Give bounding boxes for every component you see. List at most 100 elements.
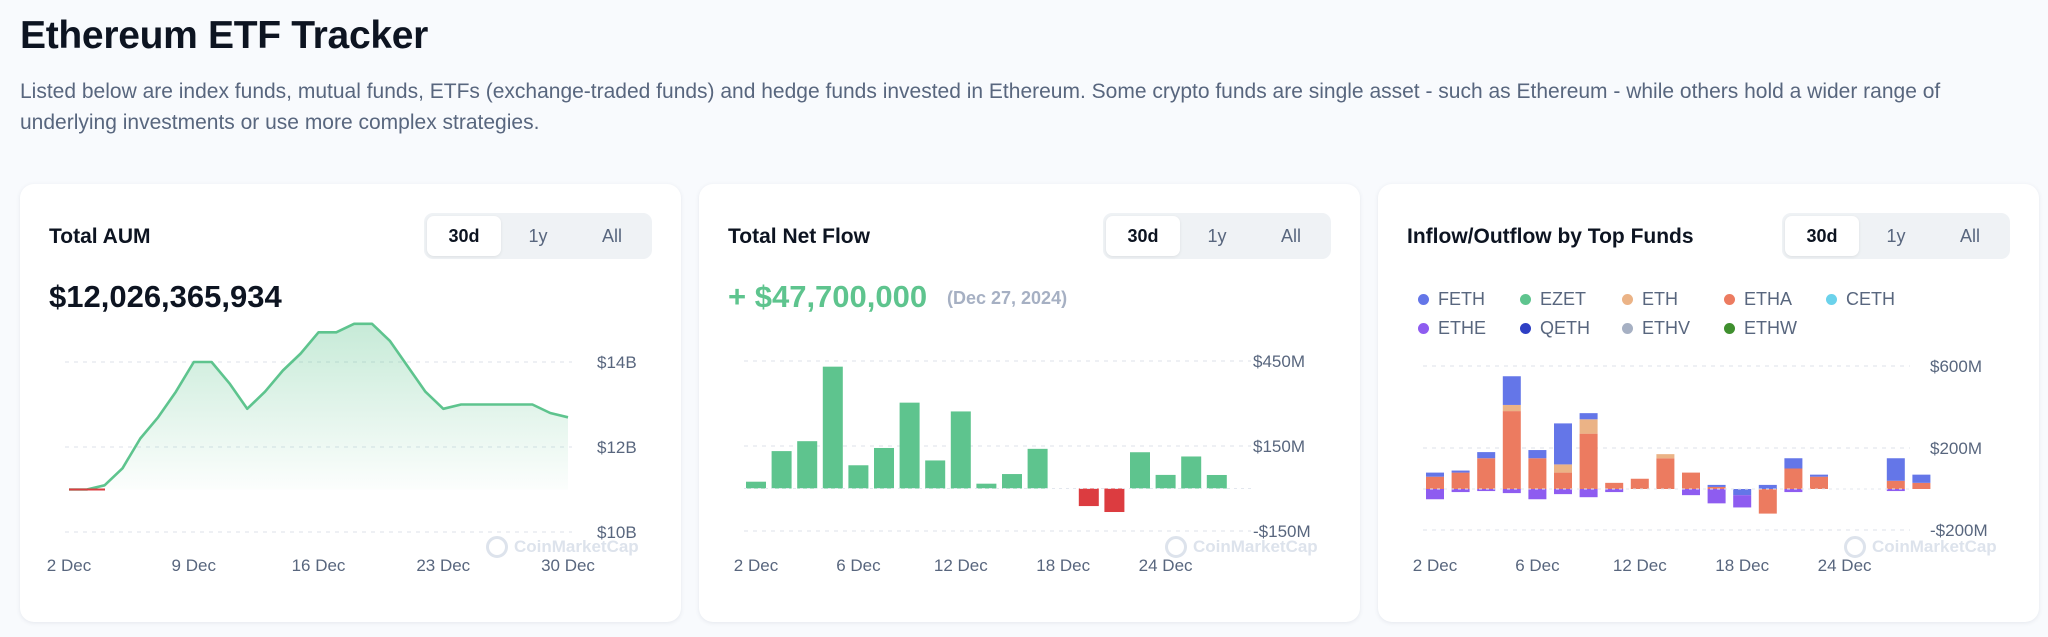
fund-bar-segment-ethe — [1579, 489, 1598, 498]
fund-bar-segment-etha — [1912, 482, 1931, 489]
page-description: Listed below are index funds, mutual fun… — [20, 80, 1941, 134]
fund-bar-segment-feth — [1528, 450, 1547, 459]
legend-label: ETH — [1642, 289, 1678, 309]
fund-bar-segment-ethe — [1477, 489, 1496, 492]
x-tick-label: 2 Dec — [734, 556, 779, 575]
flow-bar — [874, 447, 894, 489]
flow-range-30d[interactable]: 30d — [1106, 216, 1180, 256]
fund-bar-segment-ethe — [1886, 489, 1905, 492]
fund-bar-segment-feth — [1912, 474, 1931, 483]
flow-bar — [1181, 456, 1202, 489]
fund-bar-segment-eth — [1502, 404, 1521, 412]
legend-item-ceth[interactable]: CETH — [1826, 289, 1928, 310]
coinmarketcap-watermark: CoinMarketCap — [486, 536, 639, 558]
flow-bar — [1130, 452, 1150, 489]
legend-item-ethv[interactable]: ETHV — [1622, 318, 1724, 339]
funds-chart: $600M $200M -$200M 2 Dec 6 Dec 12 Dec 18 Dec 24… — [1413, 357, 1988, 575]
flow-bar — [1002, 474, 1022, 489]
fund-bar-segment-etha — [1451, 472, 1470, 489]
legend-item-ezet[interactable]: EZET — [1520, 289, 1622, 310]
fund-bar-segment-etha — [1528, 458, 1547, 489]
fund-bar-segment-feth — [1579, 413, 1598, 420]
x-tick-label: 12 Dec — [1613, 556, 1667, 575]
legend-dot — [1622, 294, 1633, 305]
funds-range-1y[interactable]: 1y — [1886, 225, 1906, 246]
x-tick-label: 12 Dec — [934, 556, 988, 575]
fund-bar-segment-feth — [1758, 484, 1777, 489]
fund-bar-segment-ethe — [1733, 495, 1752, 508]
legend-dot — [1826, 294, 1837, 305]
fund-bar-segment-ethe — [1682, 489, 1700, 496]
net-flow-value: + $47,700,000 — [728, 279, 928, 314]
legend-label: ETHA — [1744, 289, 1793, 309]
fund-bar-segment-etha — [1502, 411, 1521, 489]
watermark-text: CoinMarketCap — [1872, 537, 1997, 556]
fund-bar-segment-feth — [1477, 452, 1496, 459]
fund-bar-segment-eth — [1554, 464, 1572, 473]
legend-label: QETH — [1540, 318, 1591, 338]
fund-bar-segment-feth — [1733, 489, 1752, 496]
legend-dot — [1418, 294, 1429, 305]
legend-dot — [1418, 323, 1429, 334]
x-tick-label: 23 Dec — [416, 556, 470, 575]
fund-bar-segment-ethe — [1707, 489, 1726, 504]
y-tick-label: -$200M — [1930, 521, 1988, 540]
fund-bar-segment-feth — [1784, 458, 1803, 469]
flow-bar — [950, 411, 971, 489]
fund-bar-segment-etha — [1554, 472, 1572, 489]
flow-bar — [848, 465, 869, 489]
aum-area — [69, 323, 568, 490]
legend-label: ETHW — [1744, 318, 1797, 338]
flow-range-1y[interactable]: 1y — [1207, 225, 1227, 246]
fund-bar-segment-etha — [1426, 476, 1444, 489]
fund-bar-segment-etha — [1579, 433, 1598, 489]
aum-range-1y[interactable]: 1y — [528, 225, 548, 246]
flow-bar — [1155, 474, 1176, 489]
funds-card: Inflow/Outflow by Top Funds 30d 1y All F… — [1378, 184, 2039, 622]
aum-range-30d[interactable]: 30d — [427, 216, 501, 256]
y-tick-label: $150M — [1253, 437, 1305, 456]
funds-legend: FETH EZET ETH ETHA CETH ETHE QETH ETHV ETHW — [1418, 289, 1958, 339]
legend-item-ethe[interactable]: ETHE — [1418, 318, 1520, 339]
flow-range-all[interactable]: All — [1280, 225, 1301, 246]
fund-bar-segment-etha — [1630, 478, 1649, 489]
x-tick-label: 2 Dec — [1413, 556, 1458, 575]
y-tick-label: $200M — [1930, 439, 1982, 458]
legend-item-etha[interactable]: ETHA — [1724, 289, 1826, 310]
legend-dot — [1724, 294, 1735, 305]
flow-bar — [1078, 488, 1099, 507]
fund-bar-segment-eth — [1579, 419, 1598, 434]
fund-bar-segment-feth — [1810, 474, 1828, 477]
fund-bar-segment-feth — [1426, 472, 1444, 477]
fund-bar-segment-ethe — [1784, 489, 1803, 493]
aum-card-title: Total AUM — [49, 225, 151, 248]
coinmarketcap-icon — [1165, 536, 1187, 558]
aum-range-all[interactable]: All — [601, 225, 622, 246]
x-tick-label: 18 Dec — [1036, 556, 1090, 575]
fund-bar-segment-ethe — [1554, 489, 1572, 495]
funds-range-30d[interactable]: 30d — [1785, 216, 1859, 256]
aum-card: Total AUM 30d 1y All $12,026,365,934 Coi… — [20, 184, 681, 622]
flow-bar — [797, 441, 818, 489]
legend-item-eth[interactable]: ETH — [1622, 289, 1724, 310]
aum-value: $12,026,365,934 — [49, 279, 282, 314]
legend-label: CETH — [1846, 289, 1895, 309]
aum-range-toggle: 30d 1y All — [424, 213, 652, 259]
flow-bar — [822, 366, 843, 489]
legend-label: EZET — [1540, 289, 1587, 309]
flow-bar — [1206, 474, 1227, 489]
legend-item-ethw[interactable]: ETHW — [1724, 318, 1826, 339]
legend-label: FETH — [1438, 289, 1485, 309]
legend-item-qeth[interactable]: QETH — [1520, 318, 1622, 339]
legend-dot — [1724, 323, 1735, 334]
coinmarketcap-icon — [486, 536, 508, 558]
funds-range-all[interactable]: All — [1959, 225, 1980, 246]
x-tick-label: 30 Dec — [541, 556, 595, 575]
legend-dot — [1622, 323, 1633, 334]
coinmarketcap-watermark: CoinMarketCap — [1165, 536, 1318, 558]
watermark-text: CoinMarketCap — [1193, 537, 1318, 556]
fund-bar-segment-etha — [1810, 476, 1828, 489]
legend-item-feth[interactable]: FETH — [1418, 289, 1520, 310]
aum-chart: $14B $12B $10B 2 Dec 9 Dec 16 Dec 23 Dec 30 Dec — [47, 322, 637, 575]
flow-bar — [771, 451, 792, 489]
